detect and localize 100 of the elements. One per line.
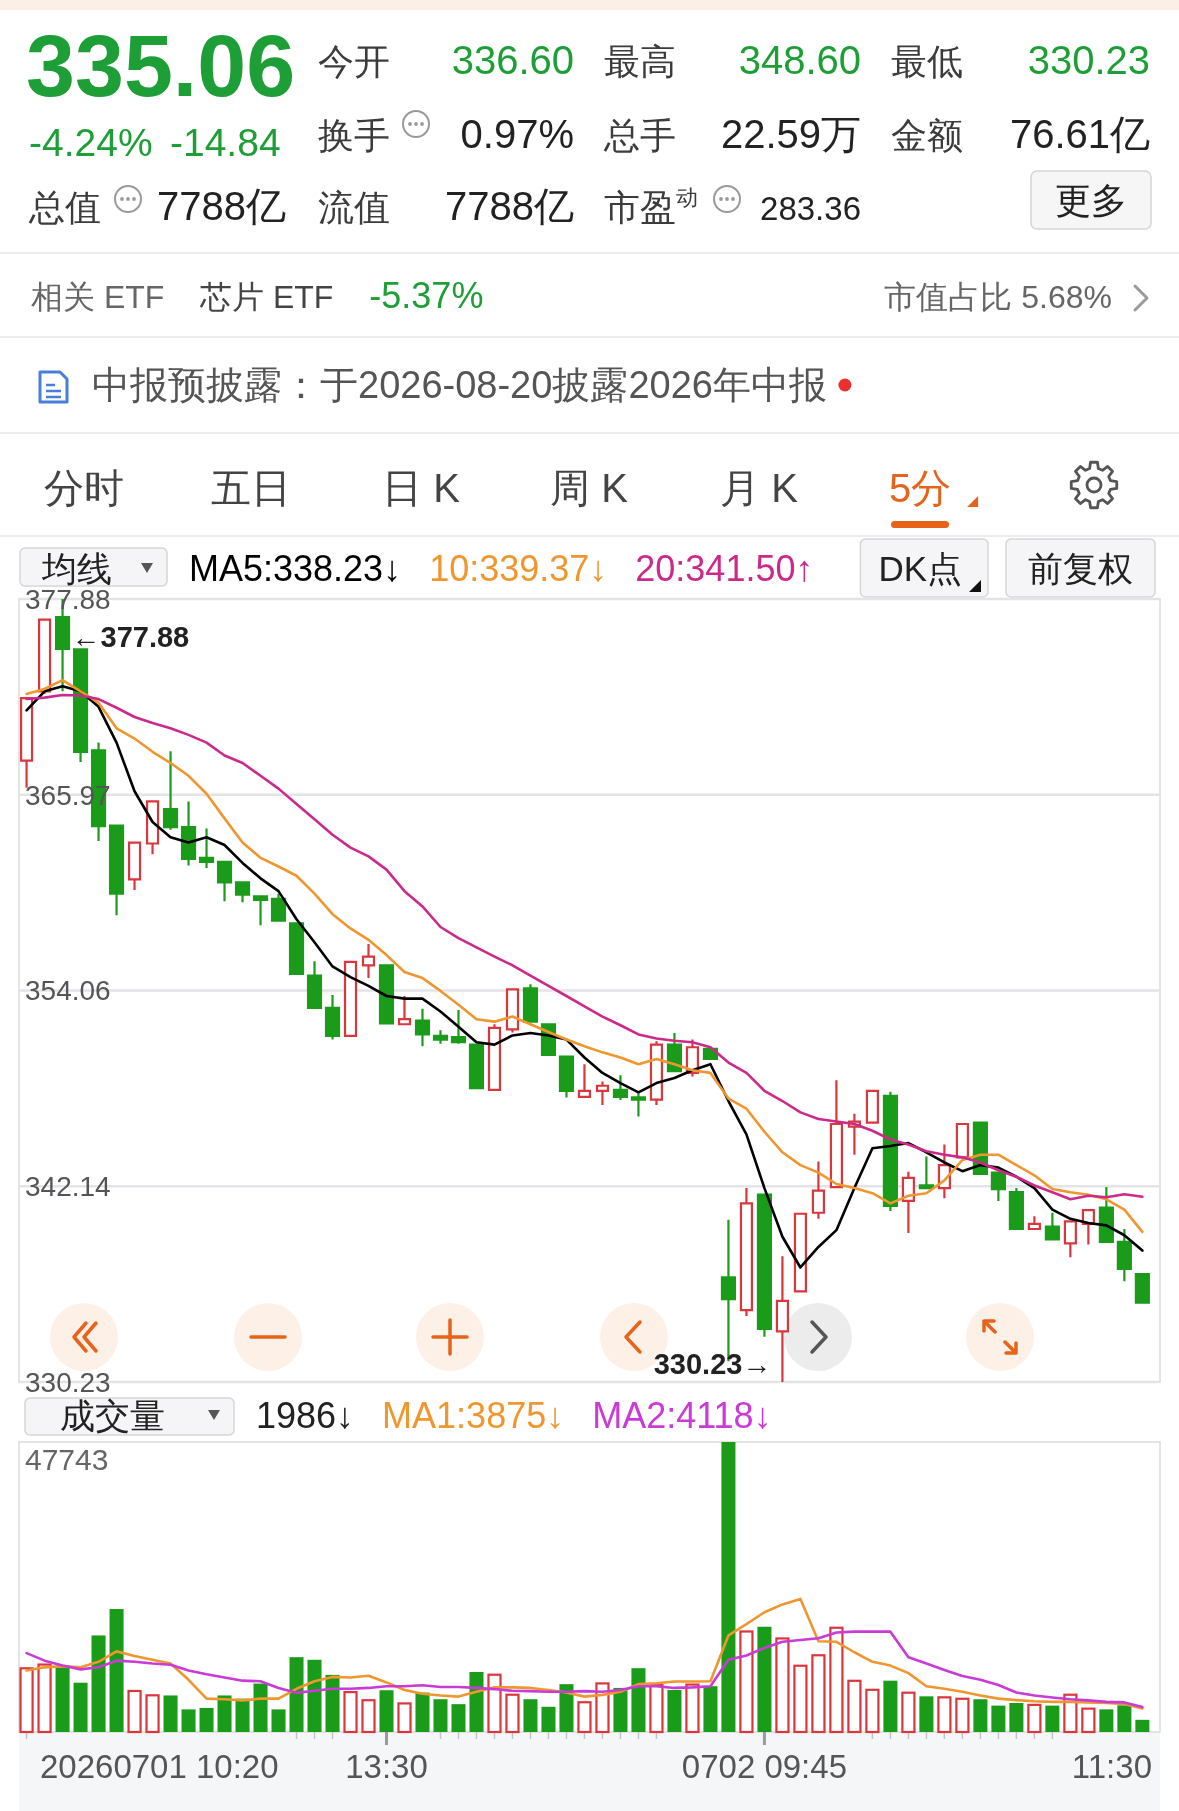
candlestick (288, 922, 305, 976)
text: 芯片 ETF (199, 279, 334, 315)
text: 总手 (603, 115, 676, 156)
bar (181, 1709, 196, 1732)
bar (775, 1637, 790, 1734)
candlestick (108, 824, 125, 917)
text: 336.60 (451, 38, 574, 82)
text: 中报预披露：于2026-08-20披露2026年中报 (92, 364, 827, 406)
candlestick (595, 1080, 610, 1107)
candlestick (397, 994, 412, 1026)
candlestick (918, 1155, 934, 1190)
candlestick (865, 1089, 879, 1124)
candlestick (162, 750, 179, 831)
bar (901, 1691, 916, 1734)
bar (793, 1664, 808, 1734)
bar (991, 1705, 1006, 1732)
candlestick (198, 827, 215, 870)
candlestick (522, 983, 539, 1023)
bar (271, 1709, 286, 1732)
annotation: 47743 (25, 1443, 109, 1476)
candlestick (216, 860, 233, 903)
bar (379, 1690, 394, 1732)
bar (973, 1699, 988, 1732)
bar (55, 1667, 70, 1732)
candlestick (414, 1007, 431, 1048)
text: 最高 (604, 41, 676, 82)
text: 换手 (318, 115, 390, 156)
text: -14.84 (170, 121, 281, 164)
text: 更多 (1055, 180, 1127, 221)
text: 20260701 10:20 (40, 1748, 279, 1785)
bar (955, 1697, 970, 1734)
bar (523, 1699, 538, 1732)
candlestick (1063, 1220, 1077, 1259)
candlestick (324, 993, 341, 1041)
bar (73, 1682, 88, 1732)
bar (721, 1442, 736, 1732)
candlestick (234, 881, 251, 904)
bar (739, 1630, 754, 1734)
text: 7788亿 (445, 184, 574, 228)
text: 10:339.37↓ (429, 548, 608, 589)
bar (667, 1689, 682, 1732)
text: 348.60 (738, 38, 861, 82)
candlestick (756, 1193, 773, 1338)
text: 总值 (28, 187, 101, 228)
candlestick (487, 1023, 502, 1091)
text: DK点 (878, 549, 962, 588)
text: 7788亿 (157, 184, 286, 228)
bar (811, 1654, 826, 1734)
bar (433, 1699, 448, 1732)
text: 76.61亿 (1009, 112, 1150, 156)
candlestick (990, 1171, 1006, 1203)
text: 五日 (211, 466, 291, 510)
bar (541, 1706, 556, 1732)
text: 330.23 (1027, 38, 1150, 82)
candlestick (1008, 1187, 1024, 1231)
bar (1063, 1693, 1078, 1734)
text: 0.97% (460, 112, 574, 156)
bar (631, 1668, 646, 1732)
bar (487, 1673, 502, 1734)
bar (451, 1704, 466, 1732)
candlestick (577, 1063, 592, 1098)
bar (937, 1696, 952, 1734)
bar (505, 1693, 520, 1734)
text: 周 K (550, 466, 629, 510)
legend-title: 成交量 (60, 1396, 165, 1435)
text: -4.24% (29, 121, 153, 164)
text: 分时 (44, 466, 124, 510)
text: 日 K (382, 466, 461, 510)
candlestick (270, 892, 287, 922)
text: 283.36 (760, 190, 861, 227)
candlestick (127, 841, 142, 892)
text: MA1:3875↓ (382, 1395, 565, 1436)
text: 市盈$^{动}$ (604, 184, 698, 228)
candlestick (739, 1187, 754, 1318)
candlestick (612, 1074, 629, 1102)
bar (595, 1682, 610, 1734)
candlestick (450, 1008, 467, 1045)
text: -5.37% (369, 275, 484, 316)
bar (19, 1667, 34, 1734)
bar (649, 1684, 664, 1734)
bar (37, 1663, 52, 1734)
candlestick (1027, 1215, 1041, 1231)
text: 流值 (318, 187, 390, 228)
text: 前复权 (1028, 549, 1133, 588)
bar (577, 1701, 592, 1734)
y-tick-label: 330.23 (25, 1367, 111, 1398)
bar (343, 1691, 358, 1734)
x-tick-label: 0702 09:45 (681, 1748, 848, 1785)
bar (163, 1695, 178, 1732)
bar (217, 1695, 232, 1732)
candlestick (1116, 1227, 1132, 1283)
bar (307, 1659, 322, 1732)
text: MA5:338.23↓ (189, 548, 402, 589)
bar (703, 1686, 718, 1732)
text: 1986↓ (256, 1395, 355, 1436)
candlestick (901, 1170, 915, 1235)
bar (469, 1671, 484, 1732)
bar (109, 1609, 124, 1732)
bar (253, 1683, 268, 1732)
text: 今开 (318, 41, 390, 82)
